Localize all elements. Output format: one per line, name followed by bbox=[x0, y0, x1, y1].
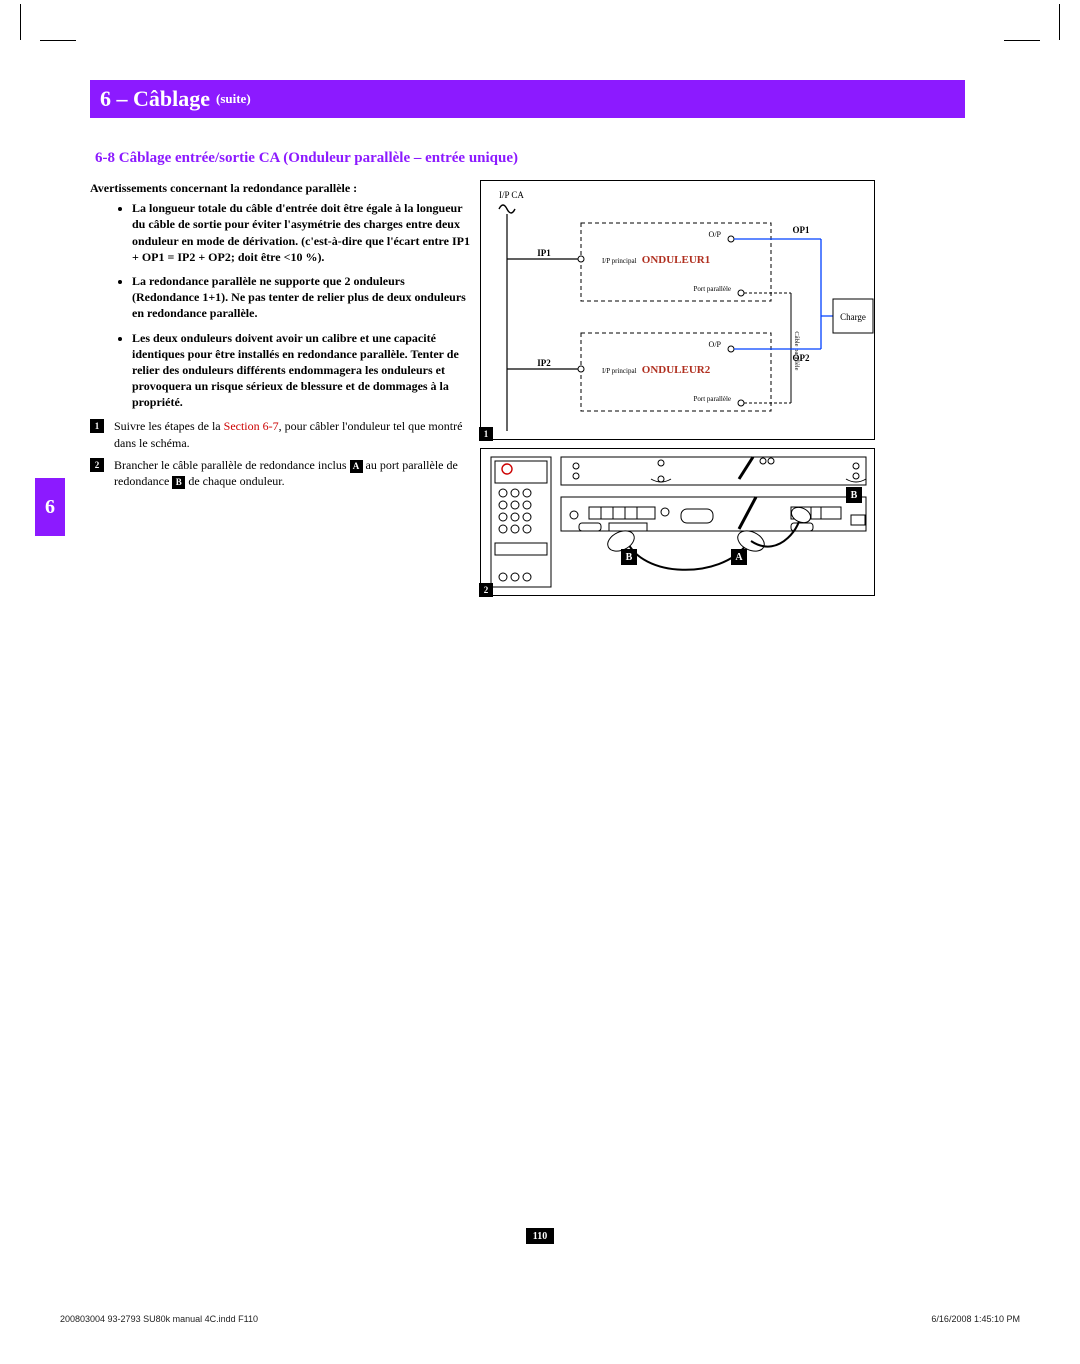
label-ip-ca: I/P CA bbox=[499, 190, 524, 200]
warnings-list: La longueur totale du câble d'entrée doi… bbox=[90, 200, 475, 410]
label-op-1: O/P bbox=[709, 230, 722, 239]
diagram-number-badge: 2 bbox=[479, 583, 493, 597]
label-charge: Charge bbox=[840, 312, 866, 322]
subsection-title: 6-8 Câblage entrée/sortie CA (Onduleur p… bbox=[95, 150, 518, 167]
label-port2: Port parallèle bbox=[693, 395, 731, 403]
connection-diagram: B B A 2 bbox=[480, 448, 875, 596]
crop-mark bbox=[20, 4, 21, 40]
warning-item: La longueur totale du câble d'entrée doi… bbox=[132, 200, 475, 265]
label-onduleur2: ONDULEUR2 bbox=[642, 364, 711, 376]
page-number: 110 bbox=[526, 1228, 554, 1244]
label-op1: OP1 bbox=[793, 225, 810, 235]
label-ip-principal-2: I/P principal bbox=[602, 367, 637, 375]
label-op-2: O/P bbox=[709, 340, 722, 349]
label-ip2: IP2 bbox=[537, 358, 551, 368]
warning-item: Les deux onduleurs doivent avoir un cali… bbox=[132, 330, 475, 411]
step-text-part: Brancher le câble parallèle de redondanc… bbox=[114, 458, 350, 472]
step-text: Suivre les étapes de la Section 6-7, pou… bbox=[114, 418, 475, 450]
connection-diagram-svg bbox=[481, 449, 876, 597]
section-header-bar: 6 – Câblage (suite) bbox=[90, 80, 965, 118]
crop-mark bbox=[1004, 40, 1040, 41]
label-cable-parallel: Câble parallèle bbox=[793, 331, 800, 370]
step-number-badge: 1 bbox=[90, 419, 104, 433]
label-op2: OP2 bbox=[793, 353, 810, 363]
section-header-title: 6 – Câblage bbox=[100, 86, 210, 112]
label-ip-principal-1: I/P principal bbox=[602, 257, 637, 265]
section-link: Section 6-7 bbox=[224, 419, 279, 433]
step-number-badge: 2 bbox=[90, 458, 104, 472]
callout-badge-a: A bbox=[350, 460, 363, 473]
step-text-part: de chaque onduleur. bbox=[185, 474, 284, 488]
wiring-diagram-svg: I/P CA IP1 IP2 I/P principal ONDULEUR1 O… bbox=[481, 181, 876, 441]
warning-item: La redondance parallèle ne supporte que … bbox=[132, 273, 475, 322]
step-text: Brancher le câble parallèle de redondanc… bbox=[114, 457, 475, 489]
footer-left: 200803004 93-2793 SU80k manual 4C.indd F… bbox=[60, 1314, 258, 1324]
section-header-subtitle: (suite) bbox=[216, 91, 251, 107]
callout-badge-b: B bbox=[172, 476, 185, 489]
left-text-column: Avertissements concernant la redondance … bbox=[90, 180, 475, 489]
section-side-tab: 6 bbox=[35, 478, 65, 536]
step-2: 2 Brancher le câble parallèle de redonda… bbox=[90, 457, 475, 489]
crop-mark bbox=[1059, 4, 1060, 40]
diagram-callout-a: A bbox=[731, 549, 747, 565]
diagram-callout-b: B bbox=[621, 549, 637, 565]
step-1: 1 Suivre les étapes de la Section 6-7, p… bbox=[90, 418, 475, 450]
footer-right: 6/16/2008 1:45:10 PM bbox=[931, 1314, 1020, 1324]
diagram-number-badge: 1 bbox=[479, 427, 493, 441]
label-onduleur1: ONDULEUR1 bbox=[642, 254, 710, 266]
crop-mark bbox=[40, 40, 76, 41]
diagram-callout-b: B bbox=[846, 487, 862, 503]
step-text-part: Suivre les étapes de la bbox=[114, 419, 224, 433]
label-ip1: IP1 bbox=[537, 248, 551, 258]
label-port1: Port parallèle bbox=[693, 285, 731, 293]
wiring-diagram: I/P CA IP1 IP2 I/P principal ONDULEUR1 O… bbox=[480, 180, 875, 440]
warnings-heading: Avertissements concernant la redondance … bbox=[90, 180, 475, 196]
